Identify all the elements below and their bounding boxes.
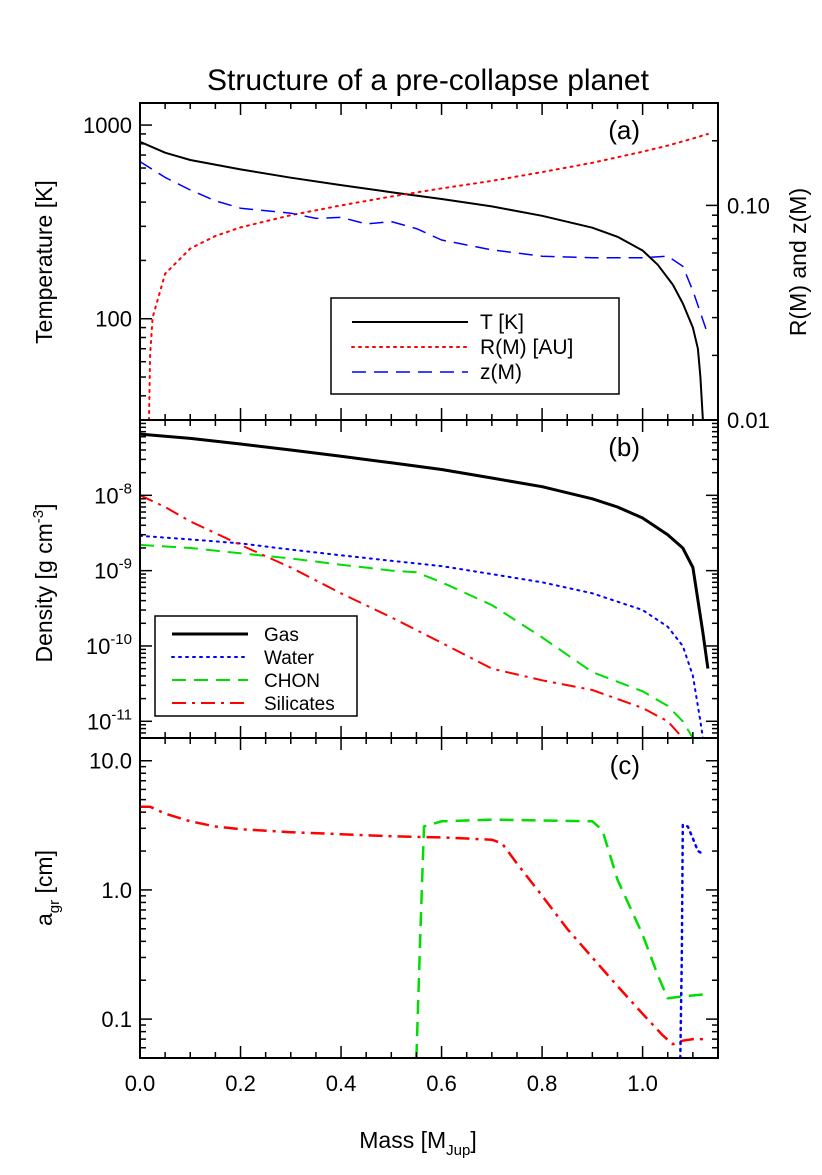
panel-a-y-label: Temperature [K] [31,180,57,344]
panel-a-legend: T [K]R(M) [AU]z(M) [330,297,620,395]
panel-b-label: (b) [608,432,640,462]
panel-c-series-water [679,823,705,1058]
panel-b-series-gas [140,432,710,669]
panel-b-series-water [140,534,704,738]
x-tick-label: 0.2 [225,1071,256,1096]
panel-a-y2-tick-label: 0.10 [727,193,770,218]
panel-b-y-tick-label: 10-10 [86,631,132,659]
panel-a-temperature: 100 1000 0.01 0.10 (a) T [K]R(M) [AU]z(M) [83,102,770,433]
panel-c-y-label-subscript: gr [46,900,63,913]
panel-a-y2-label: R(M) and z(M) [785,188,811,336]
panel-c-frame [139,737,719,1059]
panel-a-series-r-m-au [148,133,709,420]
panel-a-series-z-m [140,160,709,335]
panel-c-y-tick-label: 10.0 [89,749,132,774]
panel-c-y-tick-label: 1.0 [101,878,132,903]
panel-c-y-tick-label: 0.1 [101,1007,132,1032]
legend-entry: R(M) [AU] [480,336,573,359]
panel-c-y-label: agr [cm] [31,850,63,926]
x-tick-label: 0.4 [326,1071,357,1096]
x-tick-label: 0.6 [426,1071,457,1096]
panel-b-y-label-superscript: -3 [30,510,47,523]
legend-entry: CHON [264,671,320,692]
panel-a-series-t-k [140,140,704,420]
x-tick-label: 1.0 [627,1071,658,1096]
x-tick-label: 0.0 [125,1071,156,1096]
mass-x-axis: 0.0 0.2 0.4 0.6 0.8 1.0 [125,1071,658,1096]
legend-entry: z(M) [480,361,522,384]
figure-title: Structure of a pre-collapse planet [207,64,650,97]
panel-a-y2-tick-label: 0.01 [727,408,770,433]
panel-c-series-chon [415,818,704,1058]
panel-b-density: 10-11 10-10 10-9 10-8 (b) GasWaterCHONSilicat… [86,419,719,739]
panel-b-y-tick-label: 10-8 [94,480,132,508]
x-axis-label: Mass [MJup] [359,1127,476,1159]
x-axis-label-subscript: Jup [446,1142,470,1159]
panel-a-label: (a) [608,115,640,145]
legend-entry: Gas [264,625,299,646]
legend-entry: Silicates [264,694,335,715]
panel-b-y-tick-label: 10-9 [94,556,132,584]
panel-b-y-label: Density [g cm-3] [30,503,57,662]
panel-c-label: (c) [610,750,640,780]
panel-b-series-chon [140,543,694,738]
legend-entry: T [K] [480,311,524,334]
panel-b-y-tick-label: 10-11 [87,706,132,734]
panel-a-y-tick-label: 100 [95,307,132,332]
panel-c-grain-size: 0.1 1.0 10.0 (c) [89,737,719,1059]
panel-b-series-silicates [140,494,684,738]
panel-c-series-silicates [140,805,708,1046]
legend-box [154,615,358,717]
x-tick-label: 0.8 [527,1071,558,1096]
legend-box [330,297,620,395]
panel-a-y-tick-label: 1000 [83,113,132,138]
legend-entry: Water [264,648,315,669]
